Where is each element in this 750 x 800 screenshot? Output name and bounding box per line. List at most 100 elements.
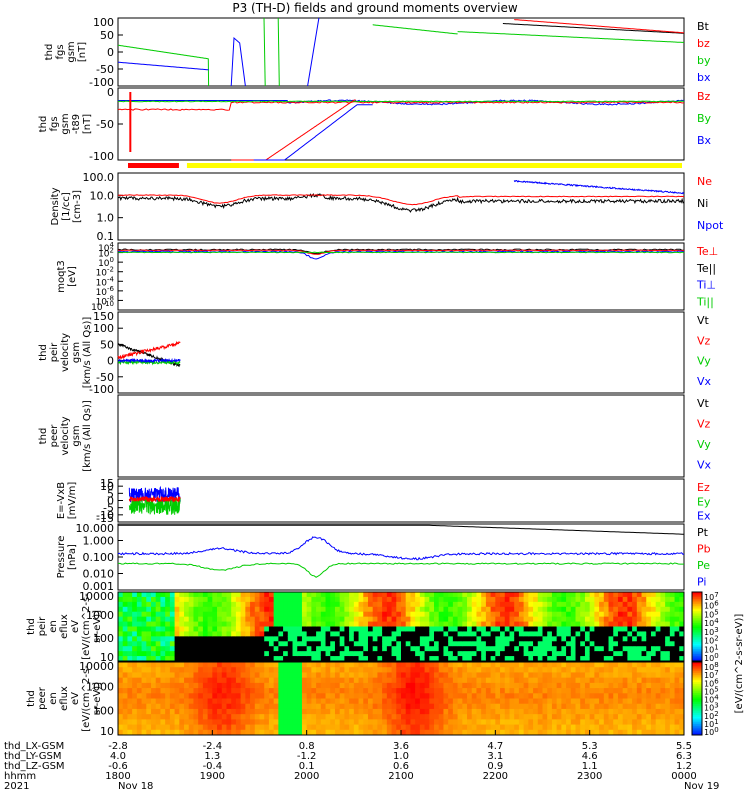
spec-cell [537,646,543,652]
spec-cell [405,611,411,618]
spec-cell [537,698,543,705]
spec-cell [547,611,553,618]
spec-cell [509,703,515,710]
Bz-dip [231,99,356,161]
spec-cell [679,656,685,662]
spec-cell [259,636,265,642]
spec-cell [504,724,510,731]
spec-cell [235,688,242,694]
spec-cell [500,729,506,736]
spec-cell [353,611,360,618]
spec-cell [608,631,614,637]
spec-cell [283,688,289,694]
spec-cell [278,714,284,720]
spec-cell [396,688,402,694]
spec-cell [509,616,515,623]
spec-cell [429,646,435,652]
spec-cell [405,662,411,668]
spec-cell [155,621,161,627]
spec-cell [250,592,256,598]
spec-cell [306,708,312,715]
spec-cell [448,662,454,668]
spec-cell [622,672,628,679]
spec-cell [589,693,595,699]
y-tick-label-fgs: -100 [89,76,114,89]
spec-cell [481,636,487,642]
spec-cell [599,719,605,726]
spec-cell [306,596,312,603]
spec-cell [396,708,402,715]
spec-cell [476,611,482,618]
spec-cell [297,611,303,618]
spec-cell [641,729,647,736]
spec-cell [641,621,647,627]
spec-cell [660,693,666,699]
spec-cell [250,693,256,699]
spec-cell [419,626,426,632]
spec-cell [311,729,317,736]
spec-cell [184,636,190,642]
spec-cell [118,698,124,705]
spec-cell [184,677,190,684]
spec-cell [311,688,317,694]
spec-cell [537,592,543,598]
spec-cell [292,626,298,632]
spec-cell [636,677,643,684]
spec-cell [212,592,218,598]
spec-cell [617,667,624,673]
spec-cell [504,601,510,608]
colorbar-cell [692,724,702,727]
spec-cell [259,641,265,647]
spec-cell [339,596,345,603]
spec-cell [311,677,317,684]
spec-cell [584,651,591,657]
spec-cell [287,596,294,603]
spec-cell [490,596,496,603]
spec-cell [547,693,553,699]
y-tick-label-efield: -10 [96,509,114,522]
spec-cell [231,714,237,720]
spec-cell [655,708,661,715]
spec-cell [405,729,411,736]
spec-cell [636,724,643,731]
spec-cell [235,693,242,699]
spec-cell [636,708,643,715]
spec-cell [523,641,529,647]
spec-cell [306,667,312,673]
spec-cell [221,592,227,598]
spec-cell [547,719,553,726]
spec-cell [264,606,270,613]
spec-cell [523,682,529,689]
spec-cell [500,677,506,684]
spec-cell [490,656,496,662]
spec-cell [254,621,260,627]
spec-cell [471,719,477,726]
spec-cell [188,636,194,642]
spec-cell [278,616,284,623]
spec-cell [151,724,157,731]
spec-cell [448,611,454,618]
spec-cell [485,641,492,647]
spec-cell [443,596,449,603]
spec-cell [287,672,294,679]
spec-cell [410,596,416,603]
spec-cell [188,703,194,710]
spec-cell [320,662,327,668]
colorbar-cell [692,680,702,683]
spec-cell [566,688,572,694]
spec-cell [485,626,492,632]
spec-cell [674,693,680,699]
spec-cell [132,656,138,662]
spec-cell [391,616,397,623]
spec-cell [669,672,676,679]
spec-cell [325,636,331,642]
spec-cell [401,611,407,618]
spec-cell [297,651,303,657]
spec-cell [476,682,482,689]
spec-cell [490,677,496,684]
spec-cell [273,646,279,652]
spec-cell [353,703,360,710]
spec-cell [141,616,147,623]
spec-cell [627,688,633,694]
spec-cell [429,662,435,668]
